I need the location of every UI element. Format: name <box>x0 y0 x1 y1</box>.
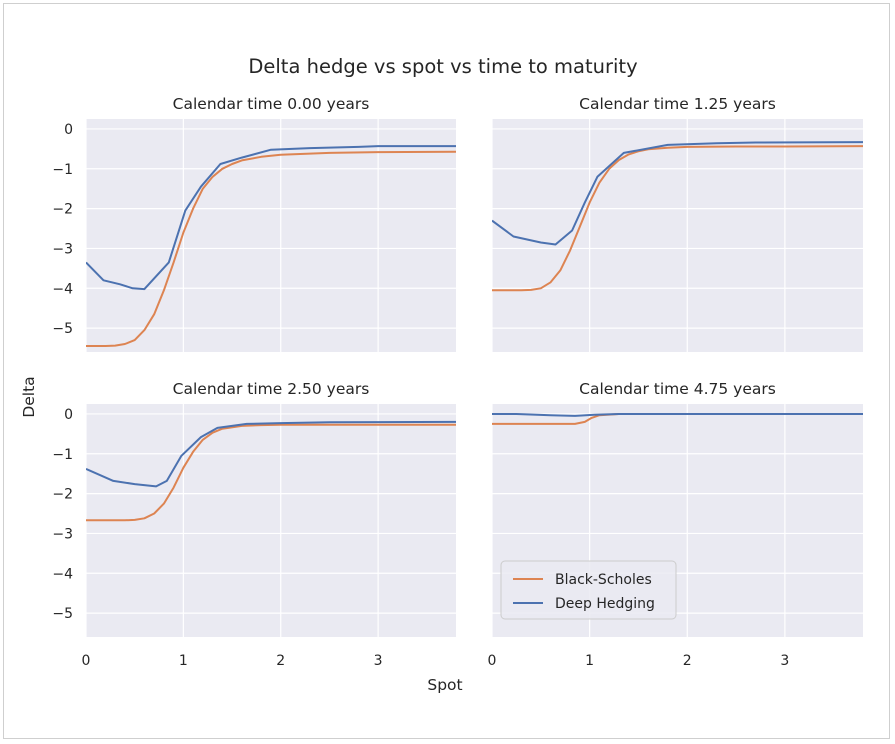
series-line-deep-hedging <box>492 413 863 417</box>
y-tick-label: −1 <box>52 162 73 178</box>
y-tick-label: −4 <box>52 566 73 582</box>
y-tick-label: −5 <box>52 321 73 337</box>
panel-background <box>86 119 456 352</box>
x-tick-label: 2 <box>683 653 692 669</box>
panel-2: Calendar time 1.25 years <box>491 95 863 352</box>
panel-4: Calendar time 4.75 years 0 1 2 3 Black-Schole… <box>488 380 863 669</box>
panel-title: Calendar time 0.00 years <box>173 95 370 113</box>
x-tick-label: 0 <box>488 653 497 669</box>
series-line-black-scholes <box>86 423 456 522</box>
legend-label: Black-Scholes <box>555 572 652 588</box>
y-tick-label: −2 <box>52 487 73 503</box>
legend-box <box>500 560 677 620</box>
y-tick-label: −3 <box>52 241 73 257</box>
series-line-deep-hedging <box>86 420 456 488</box>
panel-title: Calendar time 4.75 years <box>579 380 776 398</box>
y-tick-label: −4 <box>52 281 73 297</box>
series-line-black-scholes <box>492 145 863 292</box>
y-tick-label: −1 <box>52 447 73 463</box>
panel-1: Calendar time 0.00 years 0 −1 −2 −3 −4 −5 <box>52 95 456 352</box>
x-tick-label: 1 <box>179 653 188 669</box>
series-line-deep-hedging <box>86 145 456 291</box>
x-axis-label: Spot <box>427 676 462 694</box>
chart-title: Delta hedge vs spot vs time to maturity <box>248 55 637 78</box>
y-tick-label: −2 <box>52 202 73 218</box>
panel-3: Calendar time 2.50 years 0 −1 −2 −3 −4 −5 0 1 2 3 <box>52 380 456 669</box>
y-axis-label: Delta <box>20 376 38 417</box>
x-tick-label: 3 <box>374 653 383 669</box>
panels: Calendar time 0.00 years0−1−2−3−4−5Calen… <box>52 95 863 669</box>
panel-background <box>492 119 863 352</box>
panel-title: Calendar time 2.50 years <box>173 380 370 398</box>
series-line-black-scholes <box>86 150 456 347</box>
y-tick-label: 0 <box>64 122 73 138</box>
x-tick-label: 0 <box>82 653 91 669</box>
y-tick-label: 0 <box>64 407 73 423</box>
panel-background <box>86 404 456 637</box>
x-tick-label: 1 <box>585 653 594 669</box>
y-tick-label: −5 <box>52 606 73 622</box>
panel-title: Calendar time 1.25 years <box>579 95 776 113</box>
x-tick-label: 2 <box>276 653 285 669</box>
x-tick-label: 3 <box>780 653 789 669</box>
series-line-deep-hedging <box>492 141 863 246</box>
legend-label: Deep Hedging <box>555 596 655 612</box>
y-tick-label: −3 <box>52 526 73 542</box>
legend: Black-Scholes Deep Hedging <box>500 560 677 620</box>
